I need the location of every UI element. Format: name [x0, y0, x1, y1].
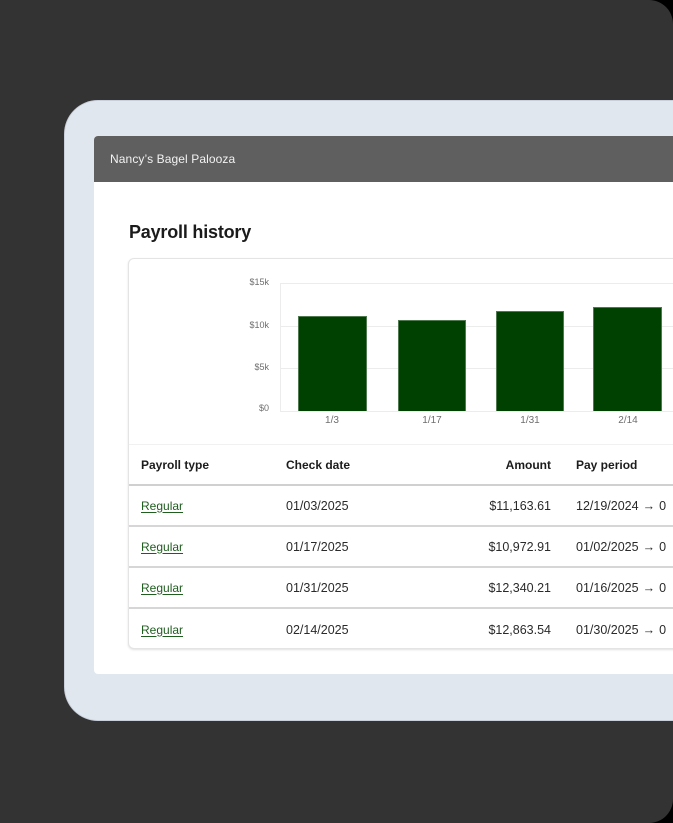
- period-end: 0: [659, 580, 667, 595]
- x-tick-1-31: 1/31: [520, 415, 540, 426]
- period-start: 01/02/2025: [576, 539, 639, 554]
- app-window: Nancy’s Bagel Palooza Payroll history $1…: [94, 136, 673, 674]
- payroll-type-link[interactable]: Regular: [141, 498, 184, 513]
- column-header-amount[interactable]: Amount: [505, 457, 551, 472]
- period-end: 0: [659, 498, 667, 513]
- payroll-type-link[interactable]: Regular: [141, 622, 184, 637]
- x-tick-1-17: 1/17: [422, 415, 442, 426]
- arrow-right-icon: →: [642, 580, 656, 595]
- window-titlebar: Nancy’s Bagel Palooza: [94, 136, 673, 182]
- y-tick-10k: $10k: [249, 320, 269, 330]
- table-header-row: Payroll type Check date Amount Pay perio…: [129, 445, 673, 486]
- payroll-type-link[interactable]: Regular: [141, 539, 184, 554]
- check-date: 01/17/2025: [286, 539, 349, 554]
- pay-period: 01/02/2025 → 0: [576, 527, 666, 566]
- gridline-15k: [280, 283, 673, 284]
- period-end: 0: [659, 539, 667, 554]
- payroll-table: Payroll type Check date Amount Pay perio…: [129, 445, 673, 650]
- check-date: 01/03/2025: [286, 498, 349, 513]
- company-name: Nancy’s Bagel Palooza: [110, 152, 236, 166]
- pay-period: 12/19/2024 → 0: [576, 486, 666, 525]
- payroll-card: $15k $10k $5k $0 1/3 1/17 1/31 2/14 Payr…: [128, 258, 673, 649]
- period-end: 0: [659, 622, 667, 637]
- amount: $12,863.54: [488, 622, 551, 637]
- table-row[interactable]: Regular 02/14/2025 $12,863.54 01/30/2025…: [129, 609, 673, 650]
- column-header-check-date[interactable]: Check date: [286, 457, 351, 472]
- period-start: 12/19/2024: [576, 498, 639, 513]
- column-header-pay-period[interactable]: Pay period: [576, 457, 638, 472]
- amount: $11,163.61: [489, 498, 551, 513]
- amount: $10,972.91: [488, 539, 551, 554]
- column-header-payroll-type[interactable]: Payroll type: [141, 457, 210, 472]
- bar-2-14[interactable]: [593, 307, 662, 411]
- x-tick-1-3: 1/3: [325, 415, 339, 426]
- y-axis-line: [280, 283, 281, 412]
- y-tick-5k: $5k: [254, 362, 269, 372]
- amount: $12,340.21: [488, 580, 551, 595]
- arrow-right-icon: →: [642, 622, 656, 637]
- payroll-type-link[interactable]: Regular: [141, 580, 184, 595]
- arrow-right-icon: →: [642, 539, 656, 554]
- pay-period: 01/30/2025 → 0: [576, 609, 666, 650]
- arrow-right-icon: →: [642, 498, 656, 513]
- period-start: 01/30/2025: [576, 622, 639, 637]
- chart-divider: [129, 444, 673, 445]
- y-tick-15k: $15k: [249, 277, 269, 287]
- payroll-bar-chart: $15k $10k $5k $0 1/3 1/17 1/31 2/14: [129, 259, 673, 445]
- period-start: 01/16/2025: [576, 580, 639, 595]
- pay-period: 01/16/2025 → 0: [576, 568, 666, 607]
- bar-1-17[interactable]: [398, 320, 466, 411]
- check-date: 02/14/2025: [286, 622, 349, 637]
- table-row[interactable]: Regular 01/17/2025 $10,972.91 01/02/2025…: [129, 527, 673, 568]
- gridline-5k: [280, 368, 673, 369]
- table-row[interactable]: Regular 01/31/2025 $12,340.21 01/16/2025…: [129, 568, 673, 609]
- bar-1-31[interactable]: [496, 311, 564, 411]
- page-title: Payroll history: [129, 222, 252, 242]
- gridline-10k: [280, 326, 673, 327]
- gridline-0: [280, 411, 673, 412]
- x-tick-2-14: 2/14: [618, 415, 638, 426]
- bar-1-3[interactable]: [298, 316, 367, 411]
- y-tick-0: $0: [258, 403, 269, 413]
- table-row[interactable]: Regular 01/03/2025 $11,163.61 12/19/2024…: [129, 486, 673, 527]
- check-date: 01/31/2025: [286, 580, 349, 595]
